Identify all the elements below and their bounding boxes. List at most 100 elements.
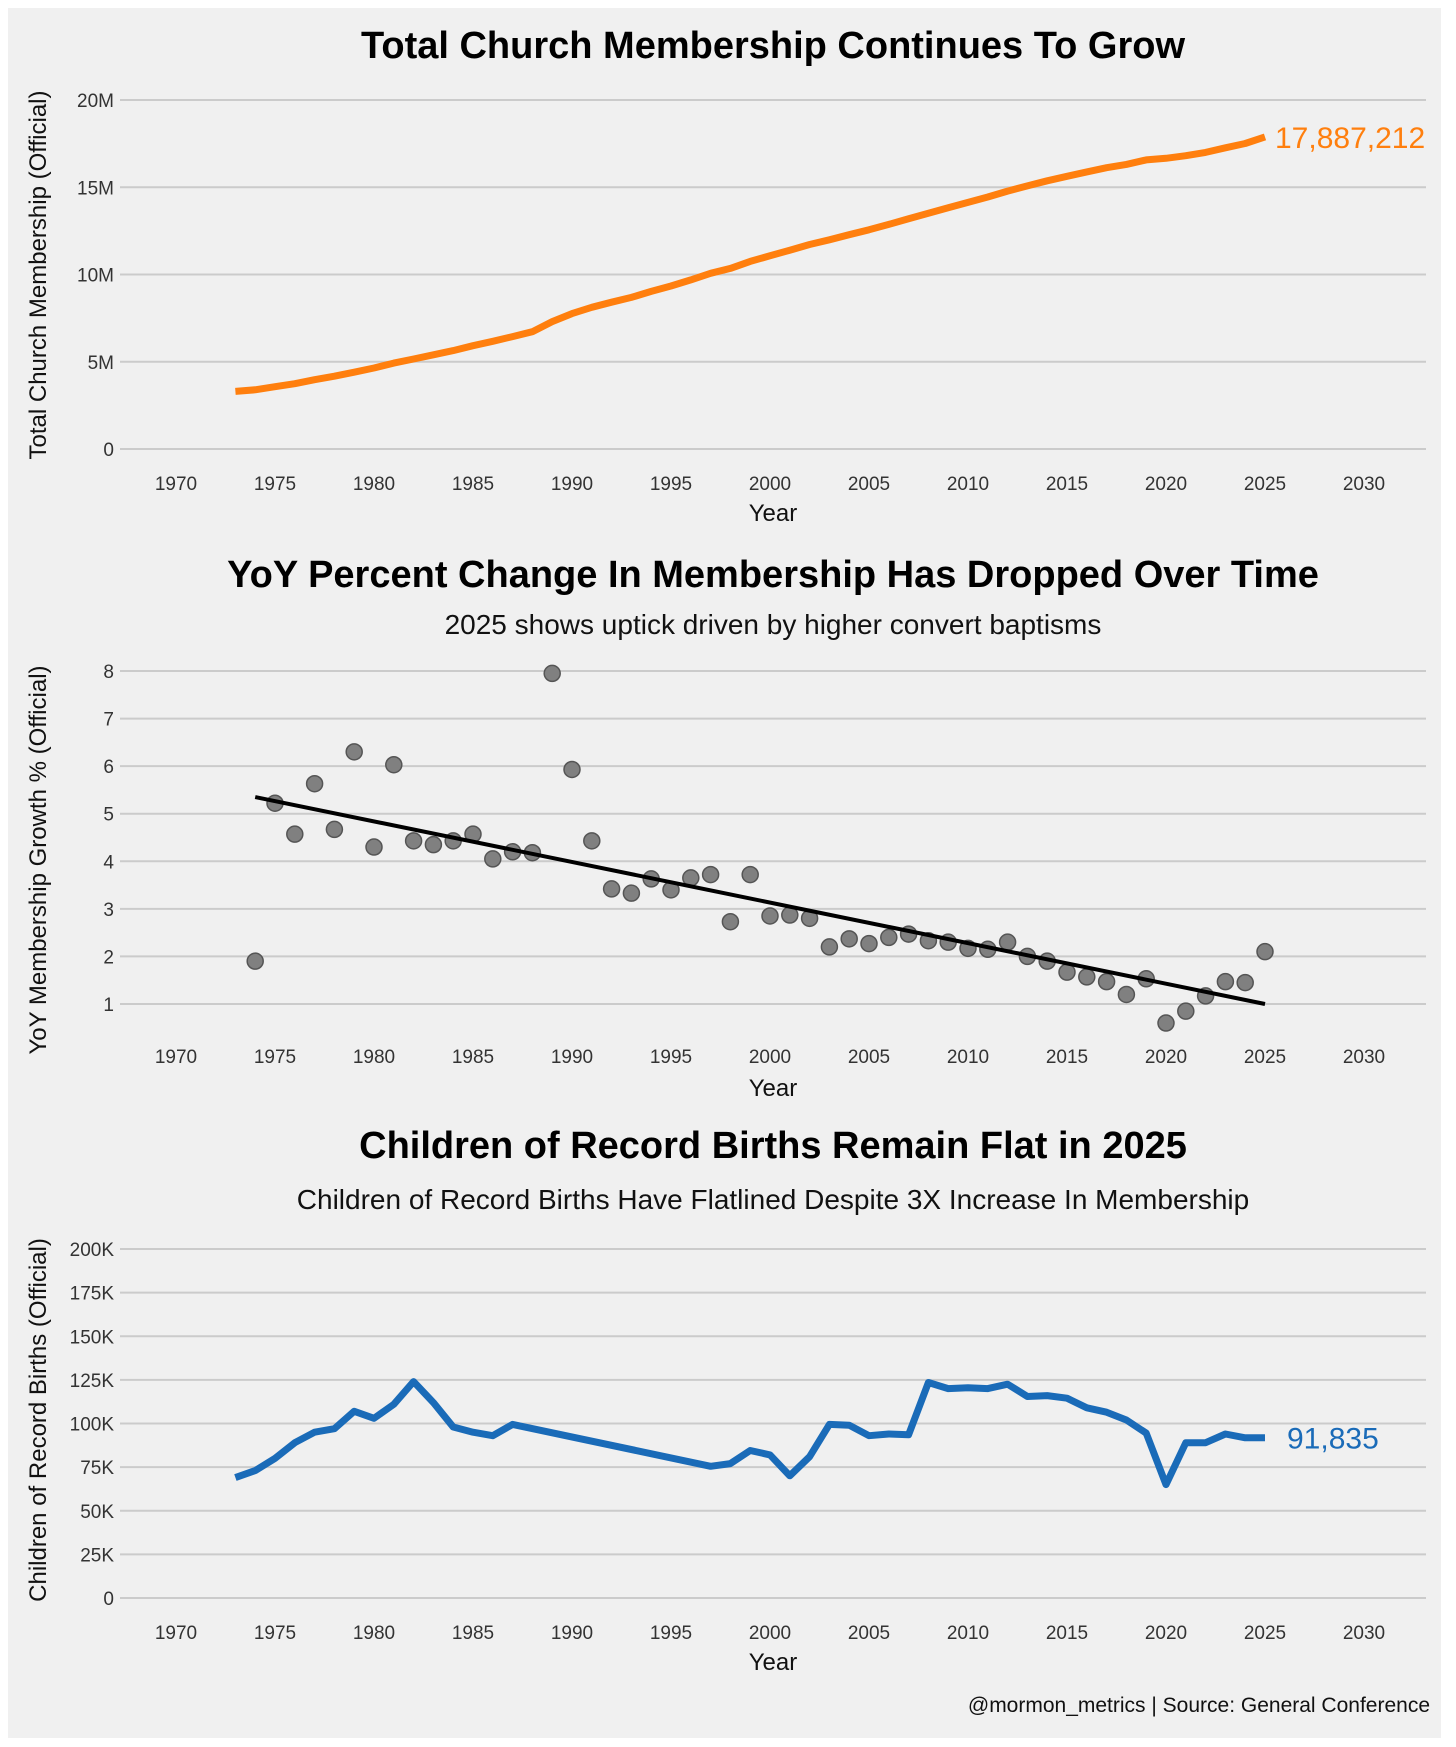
x-tick-label: 2025 — [1244, 1047, 1286, 1068]
y-tick-label: 5 — [103, 805, 114, 826]
x-tick-label: 1970 — [155, 1047, 197, 1068]
y-tick-label: 10M — [77, 266, 114, 287]
x-axis-title: Year — [749, 1075, 798, 1102]
y-tick-label: 0 — [103, 440, 114, 461]
y-tick-label: 2 — [103, 947, 114, 968]
scatter-point — [1097, 972, 1116, 991]
y-tick-label: 50K — [80, 1502, 114, 1523]
x-tick-label: 2010 — [947, 474, 989, 495]
scatter-point — [325, 820, 344, 839]
x-tick-label: 2005 — [848, 474, 890, 495]
scatter-point — [1157, 1014, 1175, 1032]
y-tick-label: 100K — [70, 1415, 115, 1436]
births-chart: Children of Record Births Remain Flat in… — [25, 1125, 1426, 1676]
x-tick-label: 1990 — [551, 474, 593, 495]
scatter-point — [345, 743, 363, 761]
trend-line — [254, 795, 1266, 1006]
scatter-point — [820, 938, 839, 956]
scatter-point — [404, 832, 423, 850]
x-tick-label: 2005 — [848, 1623, 890, 1644]
scatter-point — [305, 774, 324, 793]
figure-background — [8, 8, 1441, 1738]
scatter-point — [1216, 972, 1235, 991]
y-tick-label: 3 — [103, 900, 114, 921]
series-line — [235, 133, 1267, 395]
y-tick-label: 7 — [103, 710, 114, 731]
x-tick-label: 1980 — [353, 1047, 395, 1068]
scatter-point — [583, 832, 601, 850]
y-axis-title: Total Church Membership (Official) — [25, 90, 52, 459]
x-tick-label: 2015 — [1046, 474, 1088, 495]
chart-title: YoY Percent Change In Membership Has Dro… — [227, 554, 1319, 596]
x-tick-label: 1995 — [650, 1623, 692, 1644]
x-tick-label: 2000 — [749, 1047, 791, 1068]
x-axis-title: Year — [749, 500, 798, 527]
scatter-point — [721, 912, 740, 931]
scatter-point — [246, 952, 264, 970]
scatter-point — [484, 850, 502, 868]
chart-title: Children of Record Births Remain Flat in… — [359, 1125, 1187, 1167]
x-tick-label: 2030 — [1343, 1047, 1385, 1068]
scatter-point — [1177, 1002, 1195, 1020]
x-tick-label: 1990 — [551, 1623, 593, 1644]
x-tick-label: 1980 — [353, 474, 395, 495]
y-axis-title: Children of Record Births (Official) — [25, 1238, 52, 1602]
series-line — [234, 1378, 1266, 1489]
x-tick-label: 1970 — [155, 1623, 197, 1644]
scatter-point — [1078, 968, 1096, 986]
source-credit: @mormon_metrics | Source: General Confer… — [968, 1694, 1430, 1717]
x-tick-label: 1995 — [650, 474, 692, 495]
x-tick-label: 2010 — [947, 1623, 989, 1644]
x-tick-label: 1980 — [353, 1623, 395, 1644]
yoy-growth-chart: YoY Percent Change In Membership Has Dro… — [25, 554, 1426, 1102]
scatter-point — [563, 760, 581, 779]
scatter-point — [840, 930, 858, 948]
x-tick-label: 1975 — [254, 474, 296, 495]
scatter-point — [622, 884, 641, 902]
y-tick-label: 75K — [80, 1458, 114, 1479]
scatter-point — [286, 825, 304, 843]
x-tick-label: 1985 — [452, 474, 494, 495]
x-tick-label: 2000 — [749, 474, 791, 495]
x-tick-label: 1985 — [452, 1047, 494, 1068]
x-tick-label: 2015 — [1046, 1623, 1088, 1644]
y-tick-label: 150K — [70, 1327, 115, 1348]
x-tick-label: 2025 — [1244, 474, 1286, 495]
x-tick-label: 2005 — [848, 1047, 890, 1068]
x-tick-label: 2020 — [1145, 1047, 1187, 1068]
scatter-point — [602, 880, 621, 898]
scatter-point — [1236, 973, 1254, 992]
y-tick-label: 25K — [80, 1545, 114, 1566]
x-tick-label: 2025 — [1244, 1623, 1286, 1644]
y-tick-label: 8 — [103, 662, 114, 683]
y-tick-label: 5M — [88, 353, 114, 374]
scatter-point — [385, 755, 403, 774]
y-tick-label: 0 — [103, 1589, 114, 1610]
chart-subtitle: Children of Record Births Have Flatlined… — [297, 1184, 1249, 1215]
x-tick-label: 1995 — [650, 1047, 692, 1068]
y-tick-label: 4 — [103, 852, 114, 873]
x-tick-label: 1970 — [155, 474, 197, 495]
y-tick-label: 125K — [70, 1371, 115, 1392]
y-axis-title: YoY Membership Growth % (Official) — [25, 665, 52, 1054]
x-axis-title: Year — [749, 1649, 798, 1676]
scatter-point — [860, 934, 878, 953]
scatter-point — [701, 865, 720, 884]
x-tick-label: 2030 — [1343, 1623, 1385, 1644]
x-tick-label: 1985 — [452, 1623, 494, 1644]
y-tick-label: 200K — [70, 1240, 115, 1261]
scatter-point — [1256, 942, 1274, 961]
scatter-point — [424, 835, 443, 854]
scatter-point — [543, 664, 561, 683]
y-tick-label: 20M — [77, 91, 114, 112]
scatter-point — [761, 907, 779, 925]
x-tick-label: 2020 — [1145, 1623, 1187, 1644]
x-tick-label: 2010 — [947, 1047, 989, 1068]
x-tick-label: 2015 — [1046, 1047, 1088, 1068]
x-tick-label: 1975 — [254, 1047, 296, 1068]
y-tick-label: 15M — [77, 178, 114, 199]
y-tick-label: 175K — [70, 1284, 115, 1305]
scatter-point — [998, 933, 1017, 951]
scatter-point — [1117, 985, 1136, 1004]
